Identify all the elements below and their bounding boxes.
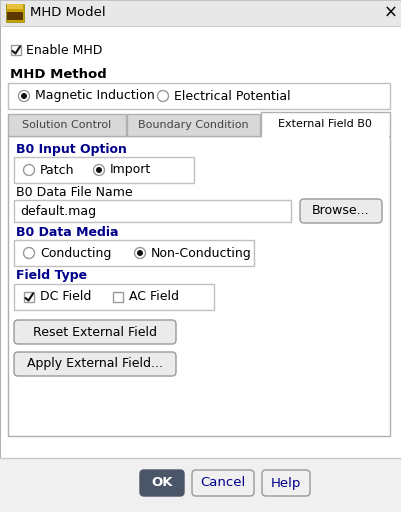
Text: Import: Import xyxy=(110,163,151,177)
Text: MHD Model: MHD Model xyxy=(30,7,105,19)
Text: AC Field: AC Field xyxy=(129,290,178,304)
Bar xyxy=(14,200,290,222)
Text: Electrical Potential: Electrical Potential xyxy=(174,90,290,102)
Circle shape xyxy=(134,247,145,259)
Circle shape xyxy=(137,250,143,256)
FancyBboxPatch shape xyxy=(299,199,381,223)
Text: B0 Data Media: B0 Data Media xyxy=(16,225,118,239)
Text: B0 Input Option: B0 Input Option xyxy=(16,142,127,156)
FancyBboxPatch shape xyxy=(140,470,184,496)
Bar xyxy=(7,12,23,20)
Text: B0 Data File Name: B0 Data File Name xyxy=(16,185,132,199)
Text: Help: Help xyxy=(270,477,300,489)
Bar xyxy=(0,0,401,26)
Text: Conducting: Conducting xyxy=(40,246,111,260)
Bar xyxy=(6,4,24,22)
Text: Apply External Field...: Apply External Field... xyxy=(27,357,162,371)
FancyBboxPatch shape xyxy=(14,320,176,344)
Bar xyxy=(260,112,389,136)
Circle shape xyxy=(18,91,29,101)
Text: DC Field: DC Field xyxy=(40,290,91,304)
FancyBboxPatch shape xyxy=(14,352,176,376)
Text: Patch: Patch xyxy=(40,163,74,177)
Text: Browse...: Browse... xyxy=(312,204,369,218)
Bar xyxy=(14,157,194,183)
Text: External Field B0: External Field B0 xyxy=(277,119,371,129)
FancyBboxPatch shape xyxy=(192,470,253,496)
Bar xyxy=(8,83,389,109)
FancyBboxPatch shape xyxy=(261,470,309,496)
Bar xyxy=(113,292,123,302)
Circle shape xyxy=(93,164,104,176)
Text: OK: OK xyxy=(151,477,172,489)
Bar xyxy=(127,114,259,136)
Text: Enable MHD: Enable MHD xyxy=(26,44,102,56)
Circle shape xyxy=(96,167,102,173)
Bar xyxy=(11,45,21,55)
Text: Reset External Field: Reset External Field xyxy=(33,326,157,338)
Text: Cancel: Cancel xyxy=(200,477,245,489)
Text: Solution Control: Solution Control xyxy=(22,120,111,130)
Bar xyxy=(14,284,213,310)
Text: Magnetic Induction: Magnetic Induction xyxy=(35,90,154,102)
Text: MHD Method: MHD Method xyxy=(10,69,107,81)
Bar xyxy=(0,458,401,512)
Circle shape xyxy=(23,164,34,176)
Bar xyxy=(24,292,34,302)
Bar xyxy=(8,114,126,136)
Text: Field Type: Field Type xyxy=(16,269,87,283)
Circle shape xyxy=(23,247,34,259)
Circle shape xyxy=(157,91,168,101)
Text: ×: × xyxy=(383,4,397,22)
Text: Boundary Condition: Boundary Condition xyxy=(138,120,248,130)
Bar xyxy=(261,135,388,138)
Bar xyxy=(14,240,253,266)
Circle shape xyxy=(21,93,27,99)
Text: Non-Conducting: Non-Conducting xyxy=(151,246,251,260)
Text: default.mag: default.mag xyxy=(20,204,96,218)
Bar xyxy=(8,136,389,436)
Bar xyxy=(7,4,23,9)
